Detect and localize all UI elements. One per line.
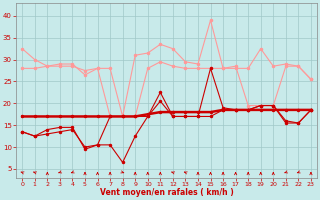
X-axis label: Vent moyen/en rafales ( km/h ): Vent moyen/en rafales ( km/h ) [100, 188, 234, 197]
